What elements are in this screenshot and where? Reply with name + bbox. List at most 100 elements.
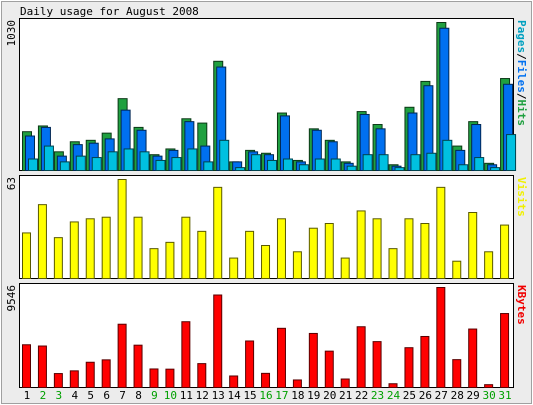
bar-kbytes-kbytes-day-8 [133, 344, 143, 389]
x-tick-label-day-25: 25 [403, 389, 416, 402]
chart-title: Daily usage for August 2008 [20, 5, 199, 18]
x-tick-label-day-6: 6 [103, 389, 110, 402]
x-tick-label-day-10: 10 [164, 389, 177, 402]
bar-kbytes-kbytes-day-9 [149, 368, 159, 388]
bar-kbytes-kbytes-day-28 [452, 359, 462, 388]
legend-kbytes: KBytes [515, 285, 528, 325]
bar-visits-visits-day-1 [22, 232, 31, 280]
bar-kbytes-kbytes-day-27 [436, 287, 446, 388]
bar-visits-visits-day-31 [500, 224, 510, 279]
bar-kbytes-kbytes-day-2 [37, 345, 47, 389]
x-tick-label-day-7: 7 [119, 389, 126, 402]
x-tick-label-day-2: 2 [40, 389, 47, 402]
bar-kbytes-kbytes-day-18 [292, 379, 302, 389]
bar-kbytes-kbytes-day-7 [117, 323, 127, 388]
bar-kbytes-kbytes-day-29 [468, 328, 478, 389]
y-max-label-hits: 1030 [5, 20, 18, 47]
bar-kbytes-kbytes-day-21 [340, 378, 350, 388]
bar-visits-visits-day-17 [276, 218, 286, 280]
x-tick-label-day-15: 15 [243, 389, 256, 402]
bar-hits-pages-day-31 [506, 134, 517, 171]
legend-hits: Pages/Files/Hits [515, 20, 528, 126]
bar-kbytes-kbytes-day-30 [484, 384, 494, 389]
bar-kbytes-kbytes-day-20 [324, 350, 334, 388]
x-tick-label-day-27: 27 [435, 389, 448, 402]
bar-kbytes-kbytes-day-13 [213, 294, 223, 388]
bar-hits-pages-day-15 [251, 154, 262, 171]
bar-hits-pages-day-25 [410, 154, 421, 171]
x-tick-label-day-19: 19 [307, 389, 320, 402]
bar-kbytes-kbytes-day-23 [372, 341, 382, 389]
bar-hits-pages-day-29 [474, 157, 485, 172]
bar-visits-visits-day-15 [245, 230, 255, 280]
bar-visits-visits-day-16 [261, 245, 271, 279]
x-tick-label-day-4: 4 [71, 389, 78, 402]
bar-kbytes-kbytes-day-5 [85, 361, 95, 388]
bar-kbytes-kbytes-day-4 [69, 370, 79, 389]
bar-kbytes-kbytes-day-12 [197, 363, 207, 389]
bar-visits-visits-day-19 [308, 227, 318, 279]
bar-visits-visits-day-4 [69, 221, 79, 280]
bar-visits-visits-day-3 [53, 237, 63, 279]
bar-visits-visits-day-7 [117, 179, 127, 279]
bar-visits-visits-day-21 [340, 257, 350, 280]
bar-kbytes-kbytes-day-17 [276, 327, 286, 388]
legend-visits: Visits [515, 177, 528, 217]
x-tick-label-day-1: 1 [24, 389, 31, 402]
x-tick-label-day-5: 5 [87, 389, 94, 402]
bar-kbytes-kbytes-day-25 [404, 347, 414, 388]
bar-hits-pages-day-21 [346, 165, 357, 171]
bar-visits-visits-day-11 [181, 216, 191, 279]
x-tick-label-day-22: 22 [355, 389, 368, 402]
x-tick-label-day-9: 9 [151, 389, 158, 402]
bar-hits-pages-day-19 [314, 158, 325, 171]
bar-hits-pages-day-16 [267, 159, 278, 171]
bar-kbytes-kbytes-day-15 [245, 340, 255, 388]
x-tick-label-day-28: 28 [451, 389, 464, 402]
bar-visits-visits-day-18 [292, 251, 302, 280]
bar-hits-pages-day-3 [59, 161, 70, 172]
x-tick-label-day-29: 29 [467, 389, 480, 402]
x-tick-label-day-23: 23 [371, 389, 384, 402]
bar-visits-visits-day-14 [229, 257, 239, 280]
bar-kbytes-kbytes-day-22 [356, 326, 366, 389]
bar-hits-pages-day-24 [394, 167, 405, 172]
legend-entry: Hits [515, 100, 528, 127]
bar-hits-pages-day-8 [139, 151, 150, 171]
bar-visits-visits-day-25 [404, 218, 414, 280]
x-tick-label-day-21: 21 [339, 389, 352, 402]
bar-visits-visits-day-5 [85, 218, 95, 280]
legend-entry: Pages [515, 20, 528, 53]
bar-visits-visits-day-6 [101, 216, 111, 279]
x-tick-label-day-8: 8 [135, 389, 142, 402]
bar-visits-visits-day-13 [213, 186, 223, 280]
x-tick-label-day-18: 18 [291, 389, 304, 402]
bar-visits-visits-day-28 [452, 260, 462, 280]
x-tick-label-day-3: 3 [56, 389, 63, 402]
bar-kbytes-kbytes-day-1 [22, 344, 31, 388]
x-tick-label-day-16: 16 [259, 389, 272, 402]
bar-visits-visits-day-22 [356, 210, 366, 279]
bar-visits-visits-day-12 [197, 230, 207, 280]
bar-visits-visits-day-8 [133, 216, 143, 279]
x-tick-label-day-11: 11 [180, 389, 193, 402]
bar-hits-pages-day-13 [219, 139, 230, 171]
bar-hits-pages-day-26 [426, 152, 437, 171]
bar-visits-visits-day-30 [484, 251, 494, 280]
x-tick-label-day-31: 31 [498, 389, 511, 402]
x-tick-label-day-17: 17 [275, 389, 288, 402]
bar-visits-visits-day-26 [420, 223, 430, 279]
bar-visits-visits-day-2 [37, 204, 47, 279]
x-tick-label-day-24: 24 [387, 389, 401, 402]
bar-hits-pages-day-18 [298, 164, 309, 171]
bar-hits-pages-day-7 [123, 148, 134, 172]
bar-kbytes-kbytes-day-3 [53, 373, 63, 389]
y-max-label-kbytes: 9546 [5, 285, 18, 312]
bar-hits-pages-day-9 [155, 159, 166, 171]
legend-entry: KBytes [515, 285, 528, 325]
x-tick-label-day-30: 30 [482, 389, 495, 402]
bar-kbytes-kbytes-day-16 [261, 372, 271, 388]
bar-hits-pages-day-11 [187, 148, 198, 172]
